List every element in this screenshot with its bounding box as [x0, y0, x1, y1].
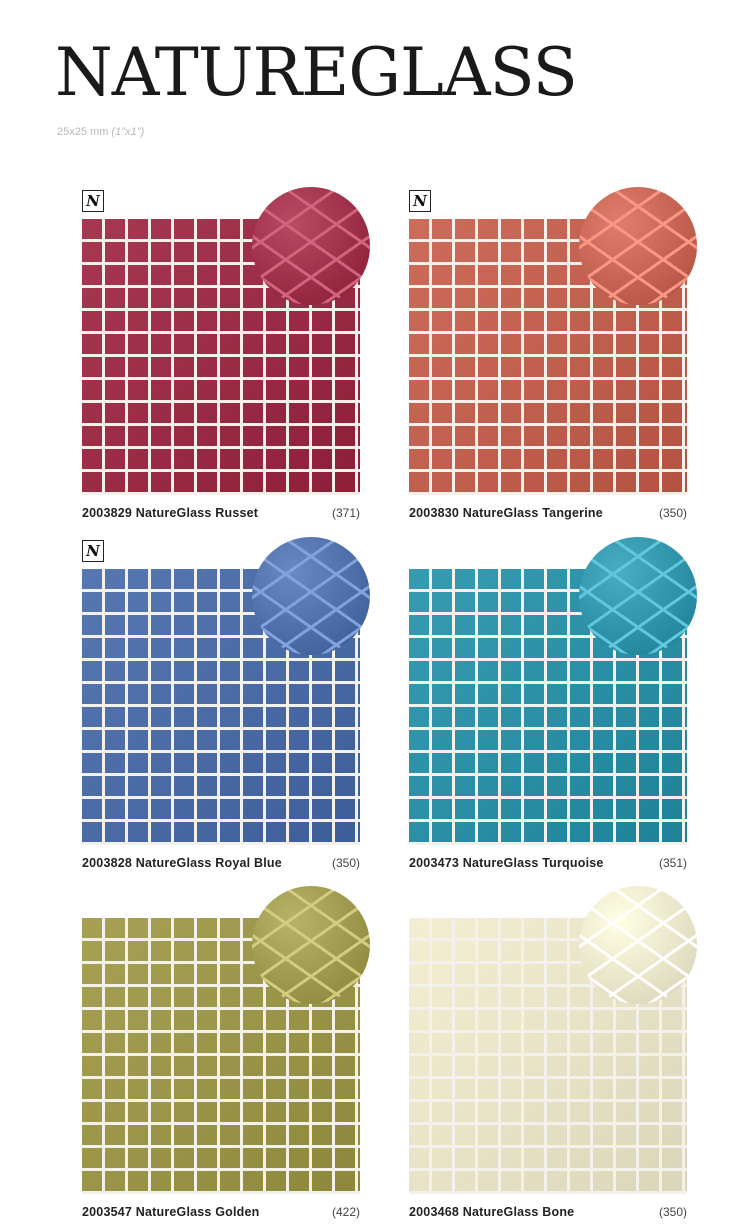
tile-card-turquoise: 2003473 NatureGlass Turquoise (351)	[409, 537, 697, 870]
tile-caption: 2003468 NatureGlass Bone (350)	[409, 1205, 687, 1219]
mosaic-sheet	[82, 569, 360, 845]
tile-name: 2003473 NatureGlass Turquoise	[409, 856, 604, 870]
tile-code: (350)	[658, 1205, 687, 1219]
tile-caption: 2003828 NatureGlass Royal Blue (350)	[82, 856, 360, 870]
zoom-detail-circle	[252, 187, 370, 305]
size-subtitle: 25x25 mm (1"x1")	[57, 126, 144, 138]
tile-card-golden: 2003547 NatureGlass Golden (422)	[82, 886, 370, 1219]
tile-name: 2003547 NatureGlass Golden	[82, 1205, 260, 1219]
page-title: NATUREGLASS	[55, 34, 578, 111]
tile-code: (351)	[658, 856, 687, 870]
tile-card-russet: N 2003829 NatureGlass Russet (371)	[82, 187, 370, 520]
zoom-detail-circle	[579, 187, 697, 305]
zoom-detail-circle	[579, 886, 697, 1004]
zoom-detail-circle	[252, 886, 370, 1004]
zoom-detail-circle	[579, 537, 697, 655]
size-mm: 25x25 mm	[57, 126, 109, 138]
tile-caption: 2003829 NatureGlass Russet (371)	[82, 506, 360, 520]
tile-card-tangerine: N 2003830 NatureGlass Tangerine (350)	[409, 187, 697, 520]
natureglass-badge: N	[82, 540, 104, 562]
tile-name: 2003828 NatureGlass Royal Blue	[82, 856, 282, 870]
size-inches: (1"x1")	[111, 126, 145, 138]
zoom-detail-circle	[252, 537, 370, 655]
tile-caption: 2003830 NatureGlass Tangerine (350)	[409, 506, 687, 520]
tile-code: (350)	[331, 856, 360, 870]
tile-caption: 2003547 NatureGlass Golden (422)	[82, 1205, 360, 1219]
tile-code: (422)	[331, 1205, 360, 1219]
tile-card-royal-blue: N 2003828 NatureGlass Royal Blue (350)	[82, 537, 370, 870]
tile-name: 2003830 NatureGlass Tangerine	[409, 506, 603, 520]
tile-name: 2003468 NatureGlass Bone	[409, 1205, 575, 1219]
tile-code: (371)	[331, 506, 360, 520]
natureglass-badge: N	[82, 190, 104, 212]
tile-name: 2003829 NatureGlass Russet	[82, 506, 259, 520]
tile-card-bone: 2003468 NatureGlass Bone (350)	[409, 886, 697, 1219]
tile-caption: 2003473 NatureGlass Turquoise (351)	[409, 856, 687, 870]
tile-code: (350)	[658, 506, 687, 520]
natureglass-badge: N	[409, 190, 431, 212]
